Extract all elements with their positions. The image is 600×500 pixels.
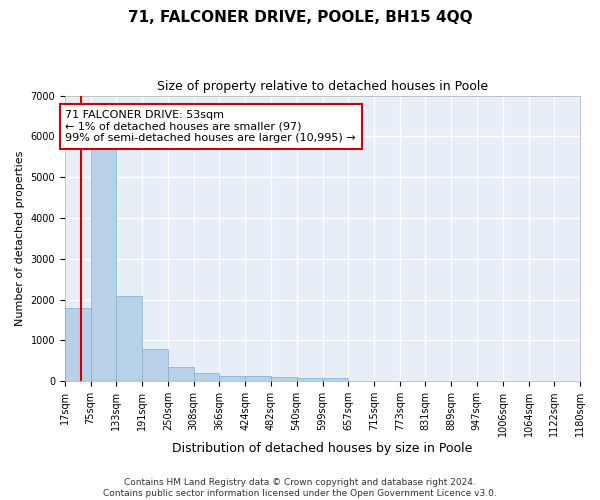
Bar <box>271 377 296 381</box>
Bar <box>168 367 194 381</box>
Bar <box>194 373 220 381</box>
Bar <box>65 308 91 381</box>
Bar <box>245 376 271 381</box>
Bar <box>220 376 245 381</box>
Bar <box>91 144 116 381</box>
Text: Contains HM Land Registry data © Crown copyright and database right 2024.
Contai: Contains HM Land Registry data © Crown c… <box>103 478 497 498</box>
Bar <box>142 348 167 381</box>
Bar <box>296 378 322 381</box>
Title: Size of property relative to detached houses in Poole: Size of property relative to detached ho… <box>157 80 488 93</box>
Text: 71, FALCONER DRIVE, POOLE, BH15 4QQ: 71, FALCONER DRIVE, POOLE, BH15 4QQ <box>128 10 472 25</box>
X-axis label: Distribution of detached houses by size in Poole: Distribution of detached houses by size … <box>172 442 473 455</box>
Bar <box>323 378 349 381</box>
Text: 71 FALCONER DRIVE: 53sqm
← 1% of detached houses are smaller (97)
99% of semi-de: 71 FALCONER DRIVE: 53sqm ← 1% of detache… <box>65 110 356 143</box>
Bar <box>116 296 142 381</box>
Y-axis label: Number of detached properties: Number of detached properties <box>15 150 25 326</box>
